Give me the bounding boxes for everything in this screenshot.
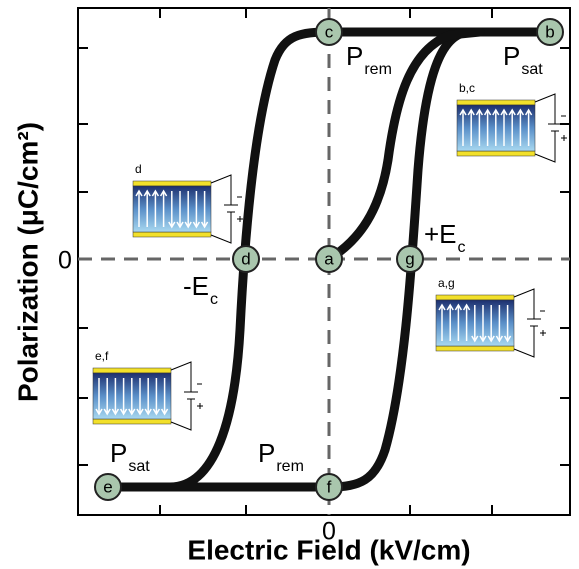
- state-label: d: [241, 249, 250, 268]
- yellow-electrode: [132, 231, 212, 238]
- arrow-head: [151, 189, 160, 197]
- state-point: [315, 18, 343, 46]
- state-label: e: [103, 477, 112, 496]
- annotation-sub: rem: [276, 458, 304, 475]
- polarity-signs: [237, 196, 243, 222]
- state-point: [315, 473, 343, 501]
- ticks: [78, 8, 570, 515]
- arrow-head: [176, 221, 184, 229]
- arrow-head: [495, 335, 504, 343]
- circuit: [513, 288, 541, 358]
- arrow-head: [128, 408, 136, 416]
- arrow-head: [192, 221, 201, 229]
- arrow-head: [95, 408, 103, 416]
- arrow-head: [459, 108, 467, 116]
- yellow-electrode: [435, 294, 515, 301]
- arrow-head: [160, 408, 169, 416]
- annotation-main: P: [110, 438, 127, 468]
- annotation-main: +E: [424, 219, 457, 249]
- circuit: [170, 361, 198, 431]
- state-label: g: [405, 249, 414, 268]
- annotation-sub: rem: [364, 61, 392, 78]
- yellow-electrode: [456, 99, 536, 106]
- arrow-head: [516, 108, 525, 116]
- annotation-sub: sat: [128, 458, 150, 475]
- yellow-electrode: [92, 418, 172, 425]
- polarity-signs: [540, 310, 546, 336]
- insets: d b,c a,g e,f: [92, 81, 567, 431]
- arrow-head: [184, 221, 192, 229]
- inset-label: e,f: [95, 349, 109, 363]
- arrow-head: [471, 335, 479, 343]
- arrow-head: [454, 303, 463, 311]
- x-axis-label: Electric Field (kV/cm): [187, 534, 470, 565]
- arrow-head: [500, 108, 508, 116]
- arrow-head: [503, 335, 512, 343]
- arrow-head: [479, 335, 487, 343]
- state-point: [315, 245, 343, 273]
- arrow-head: [524, 108, 533, 116]
- points: a b c d e f g: [94, 18, 564, 501]
- yellow-electrode: [92, 367, 172, 374]
- initial-curve: [324, 27, 485, 264]
- y-axis-label: Polarization (μC/cm²): [12, 122, 43, 402]
- state-label: c: [325, 22, 334, 41]
- arrow-head: [200, 221, 209, 229]
- arrow-head: [438, 303, 446, 311]
- arrow-head: [462, 303, 471, 311]
- circuit: [210, 174, 238, 244]
- circuit: [534, 93, 562, 163]
- annotation-sub: c: [458, 239, 466, 256]
- y-zero: 0: [58, 247, 72, 275]
- arrow-head: [119, 408, 128, 416]
- yellow-electrode: [132, 180, 212, 187]
- inset-label: a,g: [438, 276, 455, 290]
- arrow-head: [159, 189, 168, 197]
- annotation-sub: c: [210, 291, 218, 308]
- inset-label: d: [135, 162, 142, 176]
- polarity-signs: [197, 383, 203, 409]
- annotation-main: P: [503, 41, 520, 71]
- branch-up: [103, 27, 555, 492]
- arrow-head: [483, 108, 492, 116]
- annotation-main: P: [258, 438, 275, 468]
- inset-label: b,c: [459, 81, 475, 95]
- arrow-head: [168, 221, 176, 229]
- arrow-head: [143, 189, 151, 197]
- arrow-head: [487, 335, 495, 343]
- arrow-head: [136, 408, 144, 416]
- state-label: f: [327, 477, 332, 496]
- annotation-sub: sat: [521, 61, 543, 78]
- x-zero: 0: [322, 518, 336, 546]
- arrow-head: [135, 189, 143, 197]
- arrow-head: [446, 303, 454, 311]
- yellow-electrode: [456, 150, 536, 157]
- loop: [103, 27, 555, 492]
- arrow-head: [492, 108, 500, 116]
- arrow-head: [475, 108, 484, 116]
- arrow-head: [152, 408, 161, 416]
- state-point: [396, 245, 424, 273]
- yellow-electrode: [435, 345, 515, 352]
- branch-down: [103, 27, 555, 492]
- plot-frame: [77, 7, 571, 516]
- annotation-main: P: [346, 41, 363, 71]
- arrow-head: [111, 408, 120, 416]
- arrow-head: [103, 408, 111, 416]
- state-label: a: [324, 249, 334, 268]
- polarity-signs: [561, 115, 567, 141]
- state-point: [232, 245, 260, 273]
- arrow-head: [467, 108, 475, 116]
- arrow-head: [508, 108, 516, 116]
- state-point: [536, 18, 564, 46]
- arrow-head: [144, 408, 152, 416]
- state-label: b: [545, 22, 554, 41]
- annotation-main: -E: [183, 271, 209, 301]
- state-point: [94, 473, 122, 501]
